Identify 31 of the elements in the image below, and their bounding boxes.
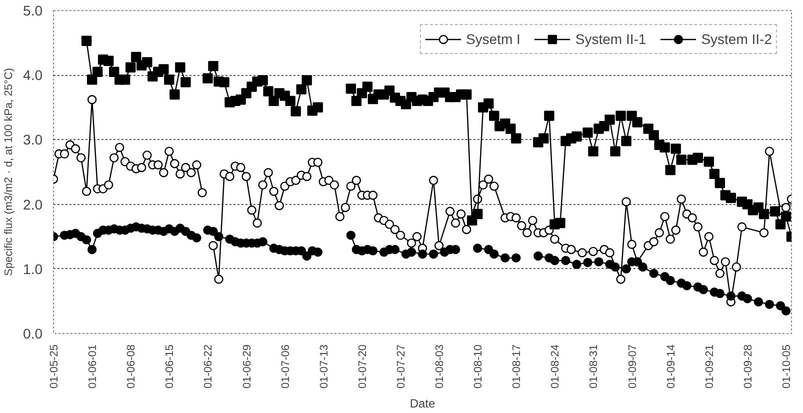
x-tick-label: 01-06-29	[241, 344, 254, 389]
x-tick-label: 01-07-13	[318, 344, 330, 389]
x-tick-label: 01-08-24	[550, 344, 562, 389]
x-tick-label: 01-06-08	[126, 344, 138, 389]
x-tick-label: 01-09-21	[704, 344, 716, 389]
y-tick-label: 5.0	[23, 2, 43, 18]
x-tick-label: 01-07-20	[356, 344, 369, 389]
x-tick-label: 01-09-28	[742, 344, 754, 389]
x-tick-label: 01-07-27	[395, 344, 408, 389]
x-tick-label: 01-06-22	[202, 344, 215, 389]
x-tick-label: 01-05-25	[48, 344, 60, 389]
y-tick-label: 2.0	[23, 196, 43, 212]
x-tick-label: 01-06-01	[87, 344, 100, 389]
x-tick-label: 01-08-17	[511, 344, 524, 389]
legend-label: System II-1	[575, 31, 646, 47]
y-tick-label: 0.0	[23, 326, 43, 342]
x-axis-title: Date	[410, 396, 436, 411]
y-tick-label: 1.0	[23, 260, 43, 277]
x-tick-label: 01-08-10	[472, 344, 485, 389]
y-axis-title: Specific flux (m3/m2 · d, at 100 kPa, 25°C)	[3, 68, 16, 276]
legend-label: System II-2	[701, 31, 772, 47]
x-tick-label: 01-10-05	[780, 344, 793, 389]
x-tick-label: 01-08-31	[588, 344, 600, 389]
x-tick-label: 01-09-14	[665, 344, 678, 389]
x-tick-label: 01-08-03	[434, 344, 446, 389]
y-tick-label: 3.0	[23, 132, 43, 148]
y-tick-label: 4.0	[23, 67, 43, 84]
x-tick-label: 01-07-06	[280, 344, 292, 389]
x-tick-label: 01-09-07	[626, 344, 639, 389]
x-tick-label: 01-06-15	[164, 344, 176, 389]
legend-label: Sysetm I	[466, 31, 520, 47]
